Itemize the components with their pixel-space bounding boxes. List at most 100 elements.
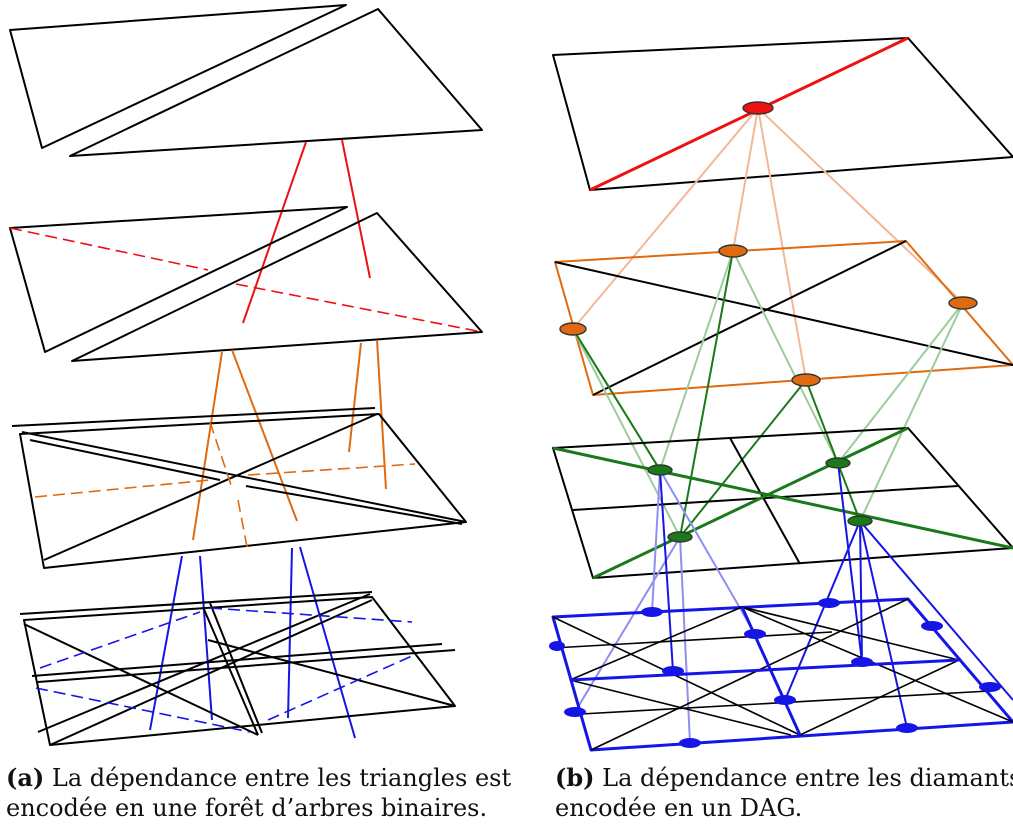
- a-link-blue: [149, 555, 183, 731]
- b-link: [757, 107, 807, 381]
- a-level1-triangle-left: [9, 206, 348, 353]
- a-level1-triangle-right: [71, 212, 483, 362]
- a-split-edge-red: [9, 227, 209, 271]
- b-node-level3: [851, 657, 873, 667]
- b-links-level2-level3-dark: [659, 462, 1013, 729]
- a-level3-edge: [37, 593, 371, 733]
- b-node-level3: [679, 738, 701, 748]
- a-level3-edge: [207, 639, 456, 707]
- b-nodes: [559, 101, 978, 543]
- a-level1-split-edges: [9, 227, 483, 333]
- a-level3-edge: [202, 606, 259, 736]
- b-link: [732, 107, 759, 252]
- refinement-figure: [9, 4, 1013, 752]
- a-level2-edge: [11, 407, 376, 427]
- b-link: [837, 302, 964, 464]
- caption-a-line1: (a) La dépendance entre les triangles es…: [6, 763, 511, 793]
- b-nodes-level3: [549, 598, 1001, 748]
- a-links-level2-level3: [149, 546, 356, 739]
- caption-a-tag: (a): [6, 763, 45, 792]
- a-level1-triangles: [9, 206, 483, 362]
- b-link: [859, 520, 908, 729]
- a-link-red: [341, 139, 371, 279]
- b-link: [572, 107, 759, 330]
- a-split-edge-blue: [209, 607, 413, 623]
- a-split-edge-blue: [39, 611, 201, 669]
- a-link-blue: [299, 546, 356, 739]
- b-level0-plane: [552, 37, 1013, 191]
- b-level3-edge: [741, 606, 960, 661]
- b-link: [659, 250, 734, 471]
- b-node-level2: [847, 515, 873, 527]
- b-links-level1-level2-dark: [572, 250, 861, 538]
- panel-a-triangle-forest: [9, 4, 483, 746]
- a-links-level1-level2: [192, 339, 387, 541]
- a-level2-triangles: [11, 407, 467, 569]
- a-link-blue: [199, 555, 213, 721]
- b-link: [732, 250, 839, 464]
- b-level3-plane: [551, 597, 1013, 752]
- b-link: [574, 536, 681, 713]
- b-node-level1: [791, 373, 821, 387]
- b-node-level3: [662, 666, 684, 676]
- b-level1-plane: [554, 240, 1013, 396]
- b-link: [679, 250, 734, 538]
- caption-b-text2: encodée en un DAG.: [555, 794, 803, 822]
- a-level3-edge: [37, 649, 456, 683]
- b-node-level3: [774, 695, 796, 705]
- b-node-level3: [744, 629, 766, 639]
- b-link: [859, 520, 863, 663]
- b-links-level2-level3-light: [574, 469, 756, 744]
- b-level0-diagonal: [589, 36, 909, 192]
- a-level2-edge: [21, 431, 467, 523]
- b-node-level3: [549, 641, 565, 651]
- b-level3-blue-edge: [569, 658, 960, 682]
- caption-b-text1: La dépendance entre les diamants es: [602, 764, 1013, 792]
- caption-b-tag: (b): [555, 763, 595, 792]
- a-split-edge-orange: [209, 421, 233, 489]
- a-split-edge-red: [235, 283, 483, 333]
- panel-b-diamond-dag: [549, 36, 1013, 752]
- a-split-edge-blue: [267, 655, 413, 721]
- a-links-level0-level1: [242, 139, 371, 324]
- b-level2-grid: [572, 485, 959, 511]
- b-level1-diagonal: [554, 261, 1013, 366]
- b-node-level3: [921, 621, 943, 631]
- b-node-level2: [825, 457, 851, 469]
- a-level2-edge: [43, 413, 378, 561]
- b-node-level3: [896, 723, 918, 733]
- caption-b: (b) La dépendance entre les diamants es …: [555, 763, 1013, 823]
- b-level2-grid: [729, 437, 801, 565]
- b-link: [784, 520, 861, 701]
- b-level3-edge: [590, 598, 909, 751]
- a-link-orange: [376, 339, 387, 490]
- a-split-edge-orange: [247, 463, 416, 476]
- b-node-level3: [641, 607, 663, 617]
- b-node-level3: [564, 707, 586, 717]
- b-level3-edge: [569, 606, 743, 681]
- a-level3-split-edges: [35, 607, 413, 733]
- b-links-level0-level1: [572, 107, 964, 381]
- b-level2-plane: [552, 427, 1013, 579]
- b-node-level1: [559, 322, 587, 336]
- a-level3-edge: [19, 591, 373, 615]
- b-link: [859, 520, 1013, 701]
- b-link: [651, 469, 661, 613]
- b-node-level0: [742, 101, 774, 115]
- a-split-edge-orange: [34, 479, 211, 498]
- b-node-level3: [979, 682, 1001, 692]
- b-level3-edge: [552, 631, 833, 649]
- b-link: [837, 462, 863, 663]
- b-level2-diagonal: [552, 446, 1013, 550]
- b-link: [572, 328, 661, 471]
- a-link-orange: [192, 351, 223, 541]
- a-level3-triangles: [19, 591, 456, 746]
- a-level3-edge: [23, 623, 259, 736]
- b-link: [679, 379, 807, 538]
- a-level2-edge: [245, 485, 463, 525]
- a-link-blue: [287, 547, 293, 719]
- a-level2-split-edges: [34, 421, 416, 553]
- b-level1-diagonal: [592, 240, 907, 396]
- a-split-edge-orange: [237, 499, 249, 553]
- b-link: [859, 302, 964, 522]
